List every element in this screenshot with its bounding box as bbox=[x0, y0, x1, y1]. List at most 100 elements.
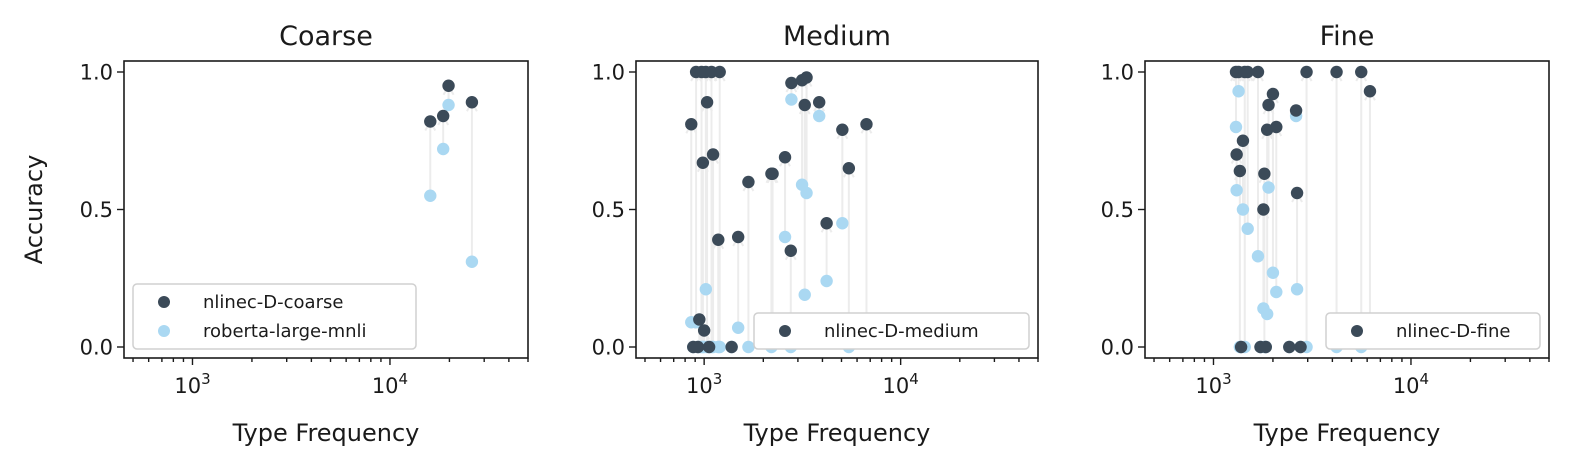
y-tick-label: 0.0 bbox=[80, 336, 113, 360]
change-arrows bbox=[424, 83, 478, 262]
finetuned-point bbox=[731, 230, 745, 244]
x-tick-label: 104 bbox=[1393, 370, 1429, 398]
finetuned-point bbox=[1270, 120, 1283, 134]
finetuned-point bbox=[842, 162, 856, 175]
finetuned-point bbox=[691, 340, 705, 354]
legend-box bbox=[753, 312, 1030, 350]
baseline-point bbox=[1230, 184, 1243, 197]
finetuned-point bbox=[1266, 87, 1280, 101]
finetuned-point bbox=[820, 217, 833, 230]
y-axis-label: Accuracy bbox=[20, 155, 48, 265]
finetuned-point bbox=[1234, 340, 1248, 354]
finetuned-point bbox=[1259, 340, 1272, 354]
baseline-point bbox=[1290, 283, 1304, 296]
baseline-point bbox=[1262, 181, 1275, 194]
baseline-point bbox=[465, 255, 479, 268]
finetuned-point bbox=[442, 79, 455, 92]
finetuned-point bbox=[1289, 104, 1303, 117]
y-tick-label: 1.0 bbox=[592, 61, 625, 85]
baseline-point bbox=[1236, 203, 1250, 216]
finetuned-point bbox=[1262, 98, 1275, 112]
finetuned-point bbox=[700, 96, 714, 109]
finetuned-point bbox=[1330, 65, 1343, 79]
finetuned-point bbox=[706, 148, 720, 161]
chart-title: Fine bbox=[1320, 21, 1375, 52]
baseline-point bbox=[1266, 266, 1280, 279]
baseline-point bbox=[1270, 285, 1283, 299]
baseline-point bbox=[1229, 120, 1243, 134]
baseline-point bbox=[812, 109, 826, 123]
legend-box bbox=[1325, 312, 1541, 350]
x-tick-label: 103 bbox=[686, 370, 722, 398]
legend: nlinec-D-medium bbox=[753, 312, 1030, 350]
finetuned-point bbox=[712, 233, 725, 246]
finetuned-point bbox=[1233, 164, 1247, 178]
baseline-point bbox=[424, 189, 437, 202]
legend: nlinec-D-fine bbox=[1325, 312, 1541, 350]
finetuned-point bbox=[860, 118, 873, 131]
x-axis-label: Type Frequency bbox=[1253, 419, 1441, 447]
baseline-point bbox=[1232, 85, 1245, 98]
y-tick-label: 0.0 bbox=[1101, 336, 1134, 360]
panel-medium: 0.0 0.5 1.0 103 104 Medium Type Frequency nline… bbox=[592, 21, 1039, 447]
x-tick-label: 104 bbox=[883, 370, 919, 398]
finetuned-point bbox=[702, 340, 716, 354]
baseline-point bbox=[1251, 250, 1265, 263]
finetuned-point bbox=[778, 151, 792, 164]
y-tick-label: 0.5 bbox=[592, 198, 625, 222]
panel-fine: 0.0 0.5 1.0 103 104 Fine Type Frequency nlinec-… bbox=[1101, 21, 1550, 447]
finetuned-point bbox=[1355, 65, 1368, 79]
finetuned-point bbox=[1294, 340, 1307, 354]
legend-label: nlinec-D-fine bbox=[1396, 321, 1510, 342]
finetuned-point bbox=[725, 340, 738, 354]
legend: nlinec-D-coarse roberta-large-mnli bbox=[132, 283, 417, 350]
finetuned-point bbox=[1236, 134, 1250, 147]
finetuned-point bbox=[696, 156, 710, 169]
finetuned-point bbox=[742, 175, 755, 189]
finetuned-point bbox=[1257, 203, 1270, 216]
finetuned-point bbox=[812, 96, 826, 109]
legend-box bbox=[132, 283, 417, 350]
x-axis-label: Type Frequency bbox=[743, 419, 931, 447]
finetuned-point bbox=[685, 118, 698, 131]
finetuned-point bbox=[1230, 148, 1243, 161]
chart-title: Medium bbox=[783, 21, 891, 52]
change-arrows bbox=[1230, 69, 1376, 347]
legend-label: nlinec-D-coarse bbox=[203, 292, 343, 313]
baseline-point bbox=[778, 230, 792, 244]
change-arrows bbox=[685, 69, 873, 347]
baseline-point bbox=[836, 217, 849, 230]
x-axis-label: Type Frequency bbox=[232, 419, 420, 447]
y-tick-label: 1.0 bbox=[80, 61, 113, 85]
finetuned-point bbox=[798, 98, 811, 112]
finetuned-point bbox=[784, 244, 797, 257]
baseline-point bbox=[442, 98, 455, 112]
series-baseline bbox=[424, 98, 479, 268]
finetuned-point bbox=[785, 76, 798, 90]
finetuned-point bbox=[836, 123, 849, 136]
finetuned-point bbox=[697, 324, 711, 337]
finetuned-point bbox=[424, 115, 437, 128]
legend-marker-finetuned bbox=[779, 325, 791, 337]
legend-label: nlinec-D-medium bbox=[824, 321, 979, 342]
baseline-point bbox=[785, 93, 798, 106]
finetuned-point bbox=[1363, 85, 1377, 98]
finetuned-point bbox=[1283, 340, 1296, 354]
x-tick-label: 103 bbox=[1195, 370, 1231, 398]
x-tick-label: 104 bbox=[372, 370, 408, 398]
y-tick-label: 1.0 bbox=[1101, 61, 1134, 85]
finetuned-point bbox=[693, 313, 706, 326]
finetuned-point bbox=[1251, 65, 1265, 79]
panel-coarse: 0.0 0.5 1.0 103 104 Coarse Type Frequency Accur… bbox=[20, 21, 529, 447]
legend-marker-baseline bbox=[158, 325, 170, 337]
baseline-point bbox=[798, 288, 811, 301]
finetuned-point bbox=[465, 96, 479, 109]
baseline-point bbox=[800, 186, 813, 200]
x-tick-label: 103 bbox=[174, 370, 210, 398]
baseline-point bbox=[699, 283, 713, 296]
baseline-point bbox=[436, 142, 450, 156]
finetuned-point bbox=[766, 167, 779, 180]
baseline-point bbox=[742, 340, 755, 354]
y-tick-label: 0.5 bbox=[80, 198, 113, 222]
